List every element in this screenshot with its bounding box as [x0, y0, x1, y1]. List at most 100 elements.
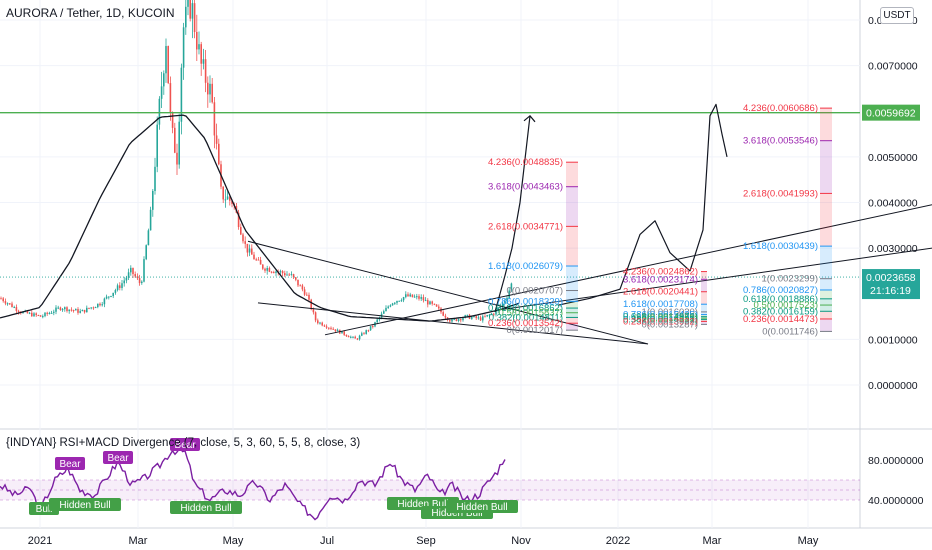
candle-body [295, 277, 297, 280]
divergence-signal-label: Hidden Bull [431, 508, 482, 519]
countdown-label: 21:16:19 [870, 285, 911, 297]
fib-set-1-zone [566, 323, 578, 331]
candle-body [418, 296, 420, 299]
candle-body [462, 318, 464, 321]
fib-set-1-level-label: 4.236(0.0048835) [488, 157, 563, 168]
candle-body [286, 274, 288, 276]
candle-body [105, 296, 108, 299]
candle-body [477, 317, 480, 319]
x-tick-label: 2022 [606, 535, 630, 547]
candle-body [451, 319, 453, 322]
candle-body [191, 3, 194, 19]
candle-body [266, 268, 268, 271]
candle-body [169, 83, 172, 113]
candle-body [504, 301, 506, 303]
fib-set-1-level-label: 0.382(0.0014811) [489, 312, 563, 323]
candle-body [178, 121, 180, 165]
candle-body [420, 297, 422, 299]
candle-body [347, 336, 350, 338]
fib-set-1-zone [566, 301, 578, 309]
candle-body [46, 312, 48, 314]
fib-set-2-zone [701, 271, 707, 280]
candle-body [64, 307, 66, 310]
fib-set-3-zone [820, 298, 832, 306]
candle-body [310, 299, 312, 310]
fib-set-1-level-label: 1.618(0.0026079) [488, 261, 563, 272]
x-tick-label: Mar [703, 535, 722, 547]
divergence-signal-label: Hidden Bull [180, 503, 231, 514]
candle-body [26, 310, 29, 314]
x-tick-label: Mar [129, 535, 148, 547]
fib-set-3-zone [820, 246, 832, 279]
candle-body [134, 274, 136, 277]
candle-body [264, 268, 266, 271]
candle-body [314, 312, 317, 321]
candle-body [303, 289, 306, 295]
candle-body [508, 290, 510, 298]
candle-body [466, 314, 469, 316]
candle-body [275, 271, 277, 273]
currency-button[interactable]: USDT [880, 7, 914, 24]
divergence-signal-label: Bear [59, 459, 81, 470]
candle-body [209, 83, 211, 95]
candle-body [328, 327, 330, 329]
candle-body [0, 298, 2, 300]
candle-body [383, 311, 385, 314]
fib-set-2-level-label: 0.618(0.0014976) [623, 312, 698, 323]
candle-body [290, 274, 293, 276]
divergence-signal-tag [170, 501, 242, 514]
candle-body [435, 304, 438, 307]
candle-body [53, 311, 55, 313]
candle-body [33, 313, 35, 317]
trendline [257, 302, 649, 345]
fib-set-1-zone [566, 162, 578, 187]
x-tick-label: May [798, 535, 819, 547]
trendline [499, 247, 932, 311]
candle-body [2, 298, 4, 302]
fib-set-2-zone [701, 321, 707, 325]
arrow-head [523, 114, 536, 123]
candle-body [31, 312, 33, 317]
candle-body [44, 312, 46, 317]
candle-body [444, 315, 447, 318]
candle-body [59, 307, 62, 310]
candle-body [262, 264, 264, 269]
candle-body [66, 307, 68, 312]
candle-body [400, 300, 403, 302]
candle-body [479, 317, 482, 321]
candle-body [427, 300, 429, 305]
candle-body [119, 285, 121, 288]
trendline [324, 204, 932, 336]
divergence-signal-tag [49, 498, 121, 511]
candle-body [471, 317, 473, 319]
candle-body [510, 283, 513, 291]
fib-set-3-level-label: 0.5(0.0017523) [754, 300, 818, 311]
candle-body [284, 273, 286, 276]
trendline [247, 240, 649, 345]
projection-arrow [494, 115, 531, 313]
candle-body [376, 319, 378, 323]
candle-body [473, 316, 475, 318]
fib-set-3-level-label: 0(0.0011746) [762, 326, 818, 337]
candle-body [207, 82, 209, 95]
candle-body [165, 46, 167, 74]
candle-body [319, 322, 321, 324]
candle-body [501, 302, 504, 306]
fib-set-2-level-label: 1(0.0016020) [641, 307, 698, 318]
candle-body [484, 316, 486, 318]
candle-body [132, 267, 134, 275]
fib-set-2-level-label: 0.236(0.0013932) [623, 316, 698, 327]
candle-body [398, 300, 400, 302]
candle-body [9, 303, 11, 305]
candle-body [341, 331, 343, 334]
fib-set-1-level-label: 0(0.0020707) [506, 286, 563, 297]
candle-body [336, 329, 339, 332]
projection-path [557, 103, 728, 306]
candle-body [488, 314, 491, 316]
candle-body [482, 316, 484, 321]
candle-body [136, 276, 139, 279]
candle-body [229, 196, 231, 201]
candle-body [215, 135, 218, 144]
candle-body [86, 307, 88, 313]
